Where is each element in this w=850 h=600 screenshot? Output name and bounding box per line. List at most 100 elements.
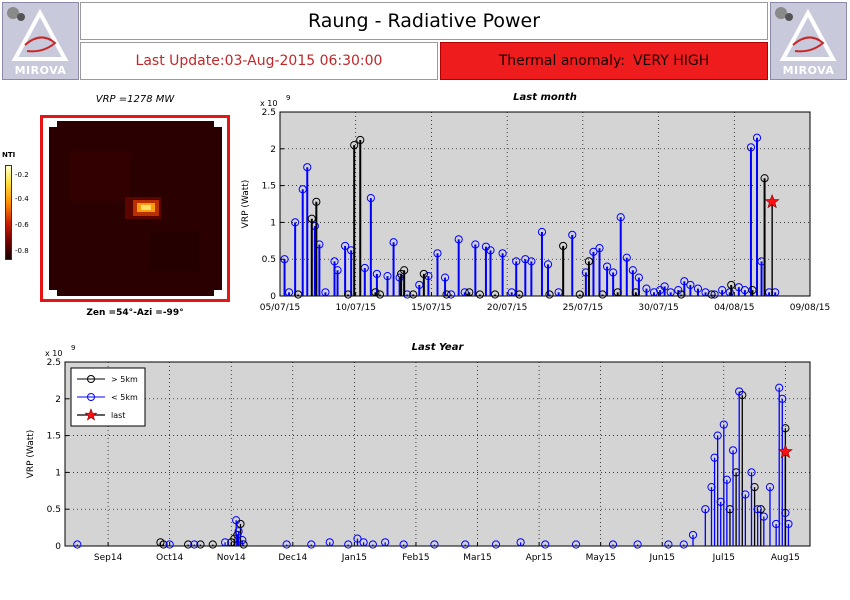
- colorbar: [5, 165, 12, 260]
- stem-gt5km-marker: [631, 288, 640, 297]
- x-tick-label: 04/08/15: [714, 303, 754, 313]
- plot-background: [65, 362, 810, 546]
- legend-label: last: [111, 411, 125, 420]
- stem-lt5km-marker: [633, 540, 642, 549]
- page-title: Raung - Radiative Power: [80, 2, 768, 40]
- logo-text: MIROVA: [14, 64, 67, 77]
- colorbar-tick: -0.4: [15, 195, 29, 203]
- zenith-azimuth-caption: Zen =54°-Azi =-99°: [86, 308, 184, 318]
- stem-lt5km-marker: [238, 536, 247, 545]
- stem-lt5km-marker: [232, 516, 241, 525]
- stem-lt5km-marker: [649, 288, 659, 297]
- stem-lt5km-marker: [740, 286, 749, 295]
- x-tick-label: Oct14: [156, 553, 183, 563]
- stem-lt5km-marker: [447, 290, 456, 299]
- x-tick-label: Nov14: [217, 553, 246, 563]
- stem-lt5km-marker: [310, 221, 319, 231]
- vrp-value-title: VRP =1278 MW: [95, 94, 175, 105]
- stem-gt5km-marker: [545, 290, 554, 299]
- y-exponent: x 10: [45, 349, 62, 358]
- stem-gt5km-marker: [409, 290, 418, 299]
- y-tick-label: 2: [55, 395, 61, 405]
- stem-lt5km-marker: [366, 194, 375, 203]
- stem-lt5km-marker: [190, 540, 199, 549]
- plot-frame: [64, 361, 811, 547]
- x-tick-label: 20/07/15: [487, 303, 527, 313]
- stem-lt5km-marker: [454, 235, 463, 244]
- stem-lt5km-marker: [341, 241, 350, 251]
- y-tick-label: 1: [55, 468, 61, 478]
- stem-lt5km-marker: [280, 255, 289, 264]
- stem-lt5km-marker: [642, 284, 651, 293]
- stem-lt5km-marker: [759, 512, 768, 521]
- stem-gt5km-marker: [475, 290, 484, 299]
- x-tick-label: 09/08/15: [790, 303, 830, 313]
- thermal-image-frame: [40, 115, 230, 302]
- stem-lt5km-marker: [765, 288, 774, 297]
- x-tick-label: Aug15: [771, 553, 800, 563]
- stem-gt5km-marker: [400, 266, 409, 275]
- stem-lt5km-marker: [660, 282, 669, 291]
- y-tick-label: 0: [270, 292, 276, 302]
- stem-lt5km-marker: [527, 257, 536, 266]
- y-axis-label: VRP (Watt): [241, 180, 251, 229]
- stem-gt5km-marker: [750, 483, 759, 492]
- stem-lt5km-marker: [330, 257, 339, 266]
- x-tick-label: Jan15: [341, 553, 367, 563]
- x-tick-label: 05/07/15: [260, 303, 300, 313]
- chart-title: Last month: [513, 92, 577, 103]
- stem-lt5km-marker: [752, 133, 762, 142]
- stem-gt5km-marker: [350, 141, 359, 150]
- stem-lt5km-marker: [688, 530, 698, 540]
- stem-lt5km-marker: [595, 244, 604, 253]
- stem-lt5km-marker: [716, 497, 725, 506]
- stem-gt5km-marker: [294, 290, 303, 299]
- stem-lt5km-marker: [609, 268, 618, 277]
- y-tick-label: 2.5: [262, 108, 276, 118]
- stem-lt5km-marker: [722, 475, 731, 484]
- stem-lt5km-marker: [616, 213, 625, 222]
- thermal-image: [49, 121, 222, 296]
- stem-gt5km-marker: [371, 288, 380, 297]
- y-exponent: x 10: [260, 99, 277, 108]
- stem-lt5km-marker: [73, 540, 82, 549]
- y-tick-label: 1.5: [47, 432, 61, 442]
- stem-lt5km-marker: [512, 257, 521, 266]
- y-tick-label: 0.5: [47, 505, 61, 515]
- chart-title: Last Year: [412, 342, 465, 353]
- stem-lt5km-marker: [701, 288, 710, 297]
- thermal-image-svg: [49, 121, 222, 296]
- stem-lt5km-marker: [315, 240, 324, 249]
- stem-lt5km-marker: [581, 268, 590, 277]
- stem-lt5km-marker: [303, 163, 312, 172]
- stem-gt5km-marker: [227, 538, 236, 547]
- stem-gt5km-marker: [307, 214, 316, 223]
- stem-lt5km-marker: [368, 540, 377, 549]
- stem-lt5km-marker: [602, 262, 612, 271]
- last-marker: [777, 443, 793, 459]
- stem-lt5km-marker: [344, 540, 353, 549]
- stem-lt5km-marker: [353, 534, 362, 543]
- stem-lt5km-marker: [772, 519, 781, 529]
- legend-label: > 5km: [111, 375, 138, 384]
- stem-gt5km-marker: [375, 290, 385, 299]
- stem-lt5km-marker: [728, 446, 738, 455]
- stem-lt5km-marker: [771, 288, 780, 297]
- stem-gt5km-marker: [677, 290, 686, 299]
- stem-gt5km-marker: [707, 290, 716, 299]
- y-exponent-power: 9: [71, 344, 75, 352]
- thermal-anomaly-status: Thermal anomaly: VERY HIGH: [440, 42, 768, 80]
- legend-marker: [87, 393, 95, 401]
- stem-gt5km-marker: [738, 391, 747, 400]
- stem-lt5km-marker: [321, 288, 330, 297]
- stem-lt5km-marker: [430, 540, 439, 549]
- stem-lt5km-marker: [298, 185, 307, 194]
- stem-gt5km-marker: [515, 290, 524, 299]
- stem-lt5km-marker: [781, 508, 790, 517]
- stem-lt5km-marker: [686, 280, 695, 290]
- stem-gt5km-marker: [575, 290, 584, 299]
- last-marker: [764, 193, 780, 209]
- stem-gt5km-marker: [156, 538, 165, 547]
- stem-lt5km-marker: [165, 540, 174, 549]
- x-tick-label: Apr15: [526, 553, 553, 563]
